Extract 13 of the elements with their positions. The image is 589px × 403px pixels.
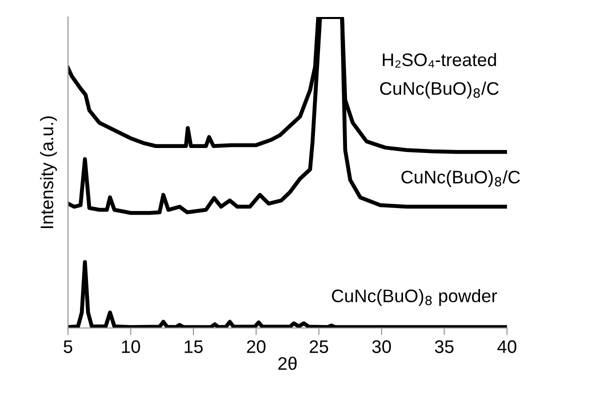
x-tick-label: 10 [122,340,140,354]
x-tick-label: 25 [310,340,328,354]
series-label: CuNc(BuO)$_{8}$ powder [332,289,497,306]
y-axis-title: Intensity (a.u.) [40,116,57,228]
x-tick-label: 20 [247,340,266,354]
x-tick-label: 35 [434,340,454,354]
x-tick-label: 30 [372,340,391,354]
x-tick-label: 5 [64,340,72,354]
series-label: CuNc(BuO)$_{8}$/C [401,170,520,188]
series-label: H₂SO₄-treated CuNc(BuO)$_{8}$/C [380,52,499,98]
x-tick-label: 40 [497,340,516,354]
x-tick-label: 15 [184,340,203,354]
x-axis-title: 2θ [278,356,297,370]
